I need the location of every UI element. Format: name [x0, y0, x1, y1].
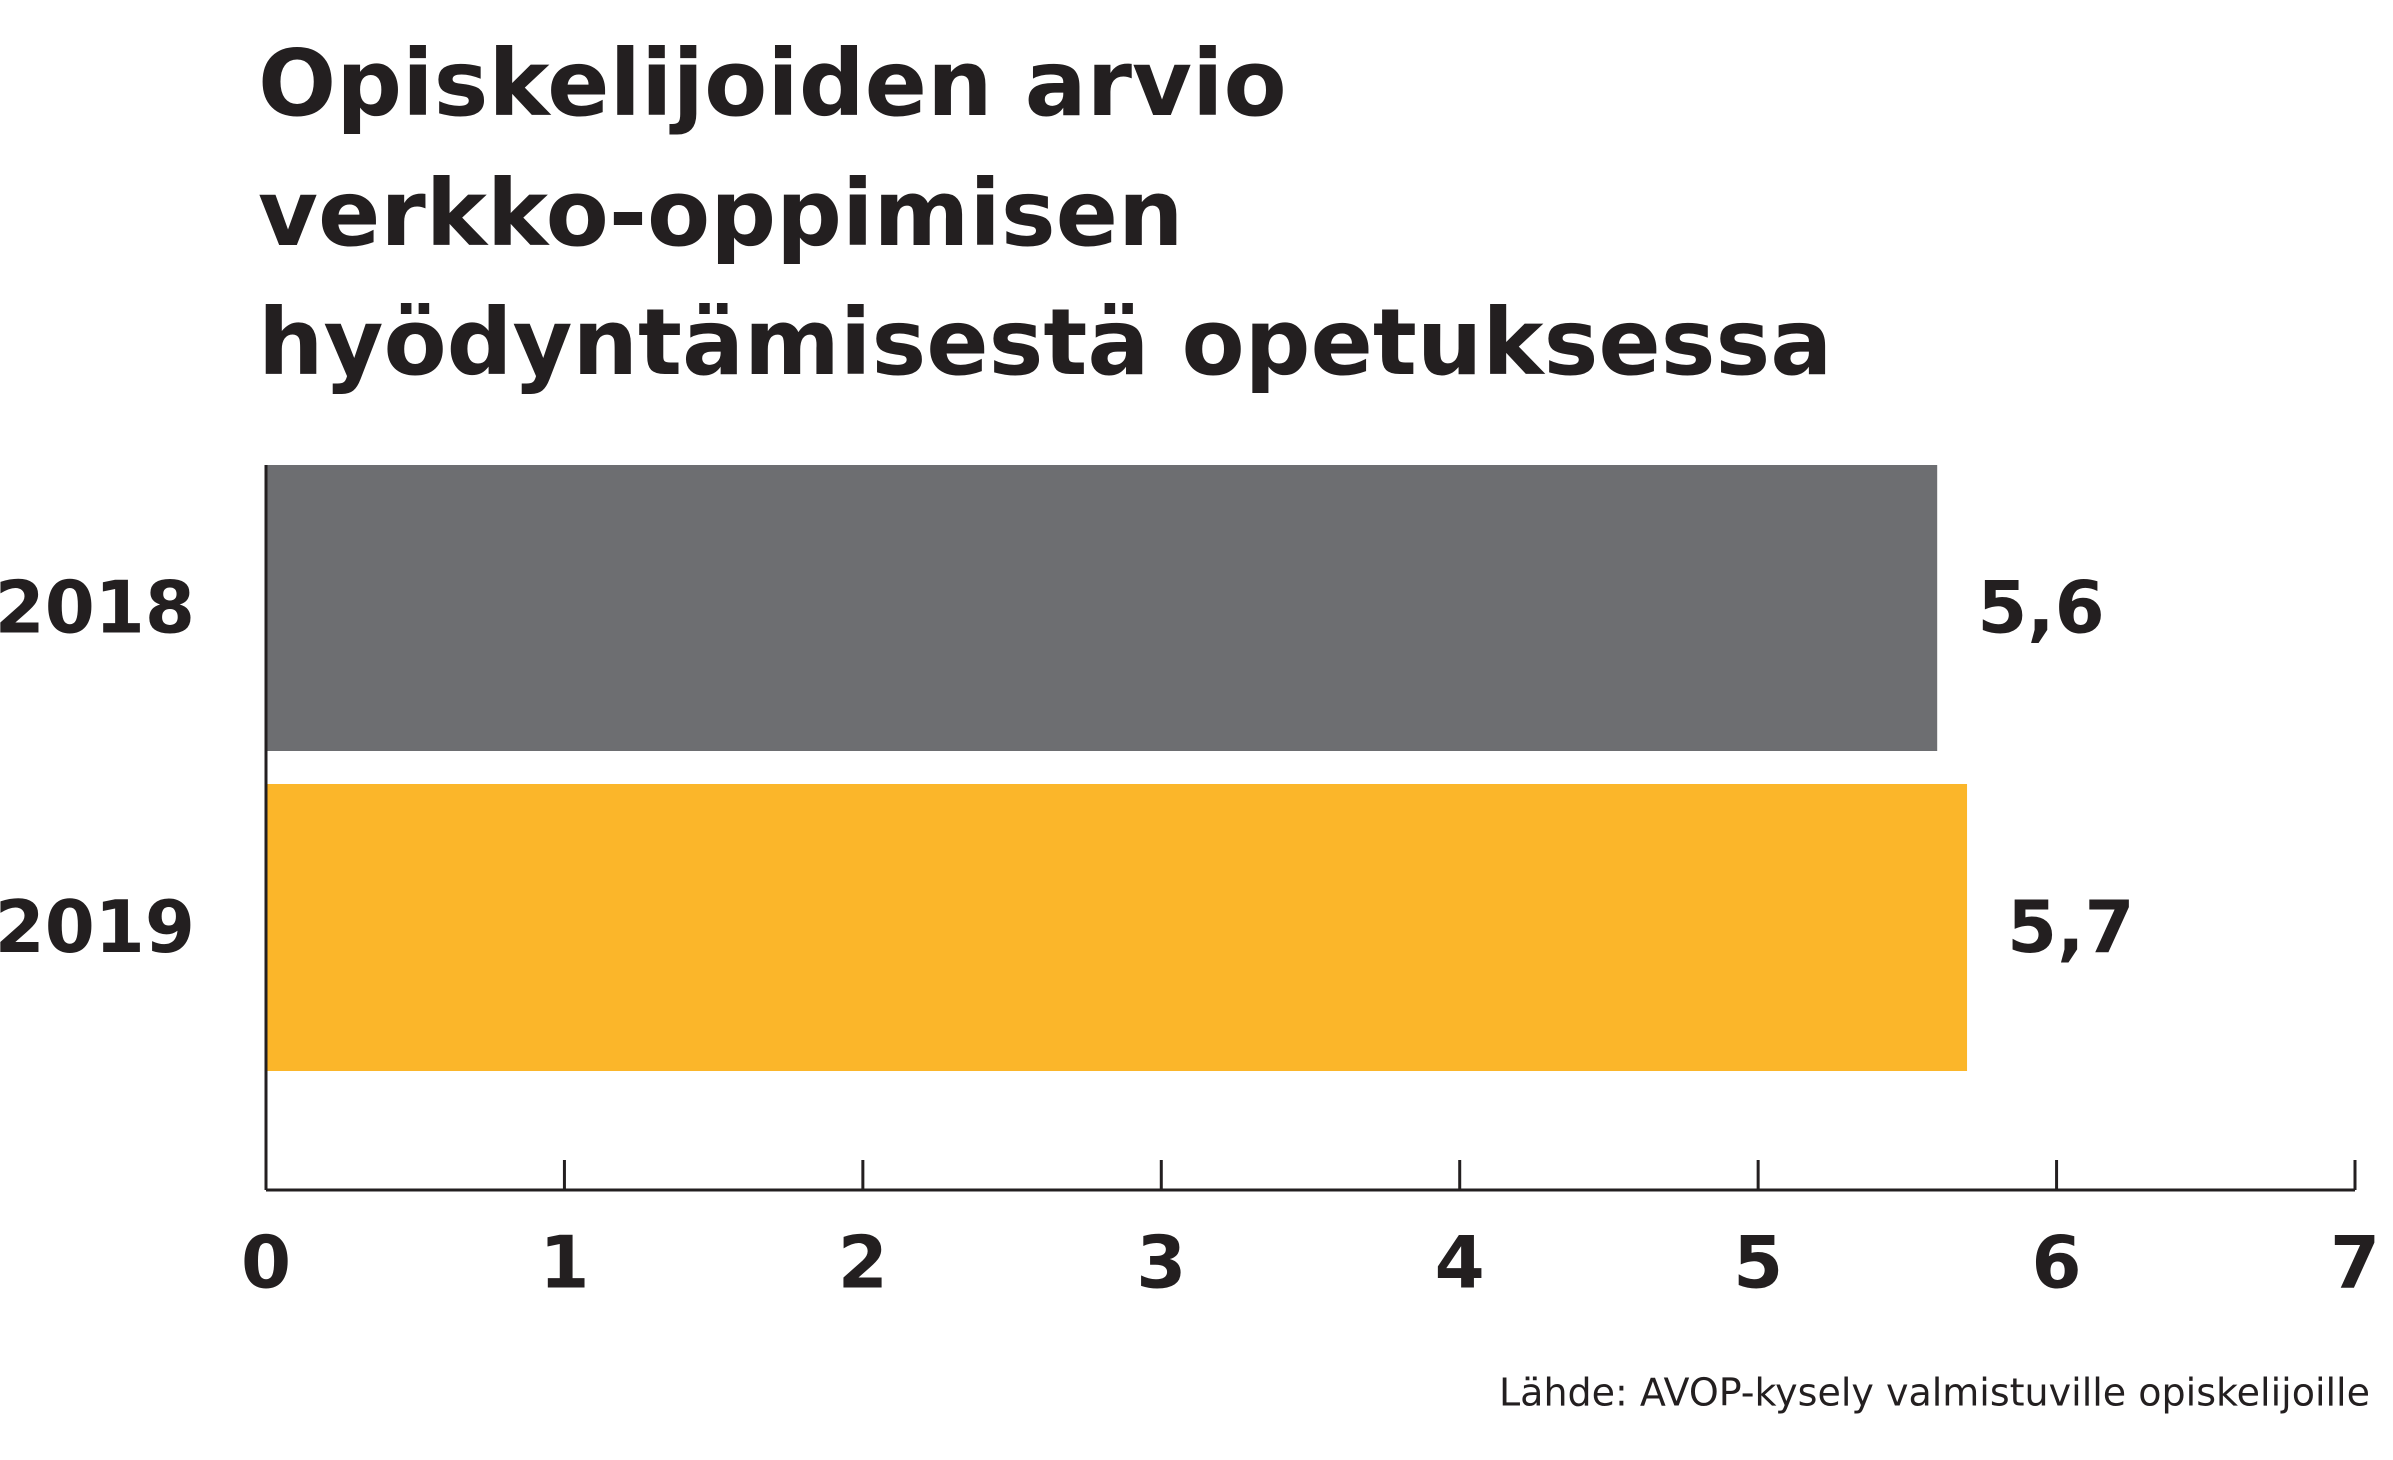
category-label: 2018 — [0, 566, 195, 650]
x-tick-label: 7 — [2330, 1221, 2380, 1305]
bar — [266, 784, 1968, 1071]
chart-title: verkko-oppimisen — [258, 160, 1184, 267]
x-tick-label: 5 — [1733, 1221, 1783, 1305]
category-label: 2019 — [0, 885, 195, 969]
value-label: 5,7 — [2007, 885, 2135, 969]
x-tick-label: 4 — [1435, 1221, 1485, 1305]
x-tick-label: 2 — [838, 1221, 888, 1305]
x-tick-label: 1 — [539, 1221, 589, 1305]
chart-title: hyödyntämisestä opetuksessa — [258, 289, 1832, 396]
value-label: 5,6 — [1977, 566, 2105, 650]
x-tick-label: 0 — [241, 1221, 291, 1305]
x-tick-label: 3 — [1136, 1221, 1186, 1305]
bar — [266, 465, 1938, 751]
chart-title: Opiskelijoiden arvio — [258, 30, 1287, 137]
x-tick-label: 6 — [2032, 1221, 2082, 1305]
source-note: Lähde: AVOP-kysely valmistuville opiskel… — [1499, 1371, 2370, 1415]
